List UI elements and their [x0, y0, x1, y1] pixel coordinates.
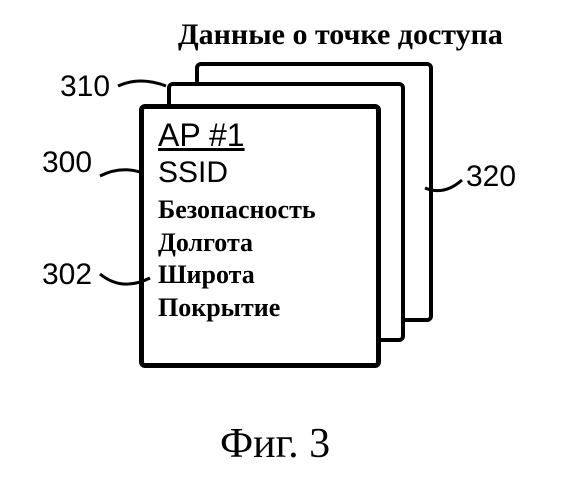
leader-302	[100, 274, 150, 284]
leader-310	[118, 81, 166, 86]
leader-320	[425, 180, 462, 191]
figure-caption: Фиг. 3	[220, 420, 330, 468]
figure-canvas: { "title": { "text": "Данные о точке дос…	[0, 0, 581, 500]
leader-300	[100, 170, 140, 176]
